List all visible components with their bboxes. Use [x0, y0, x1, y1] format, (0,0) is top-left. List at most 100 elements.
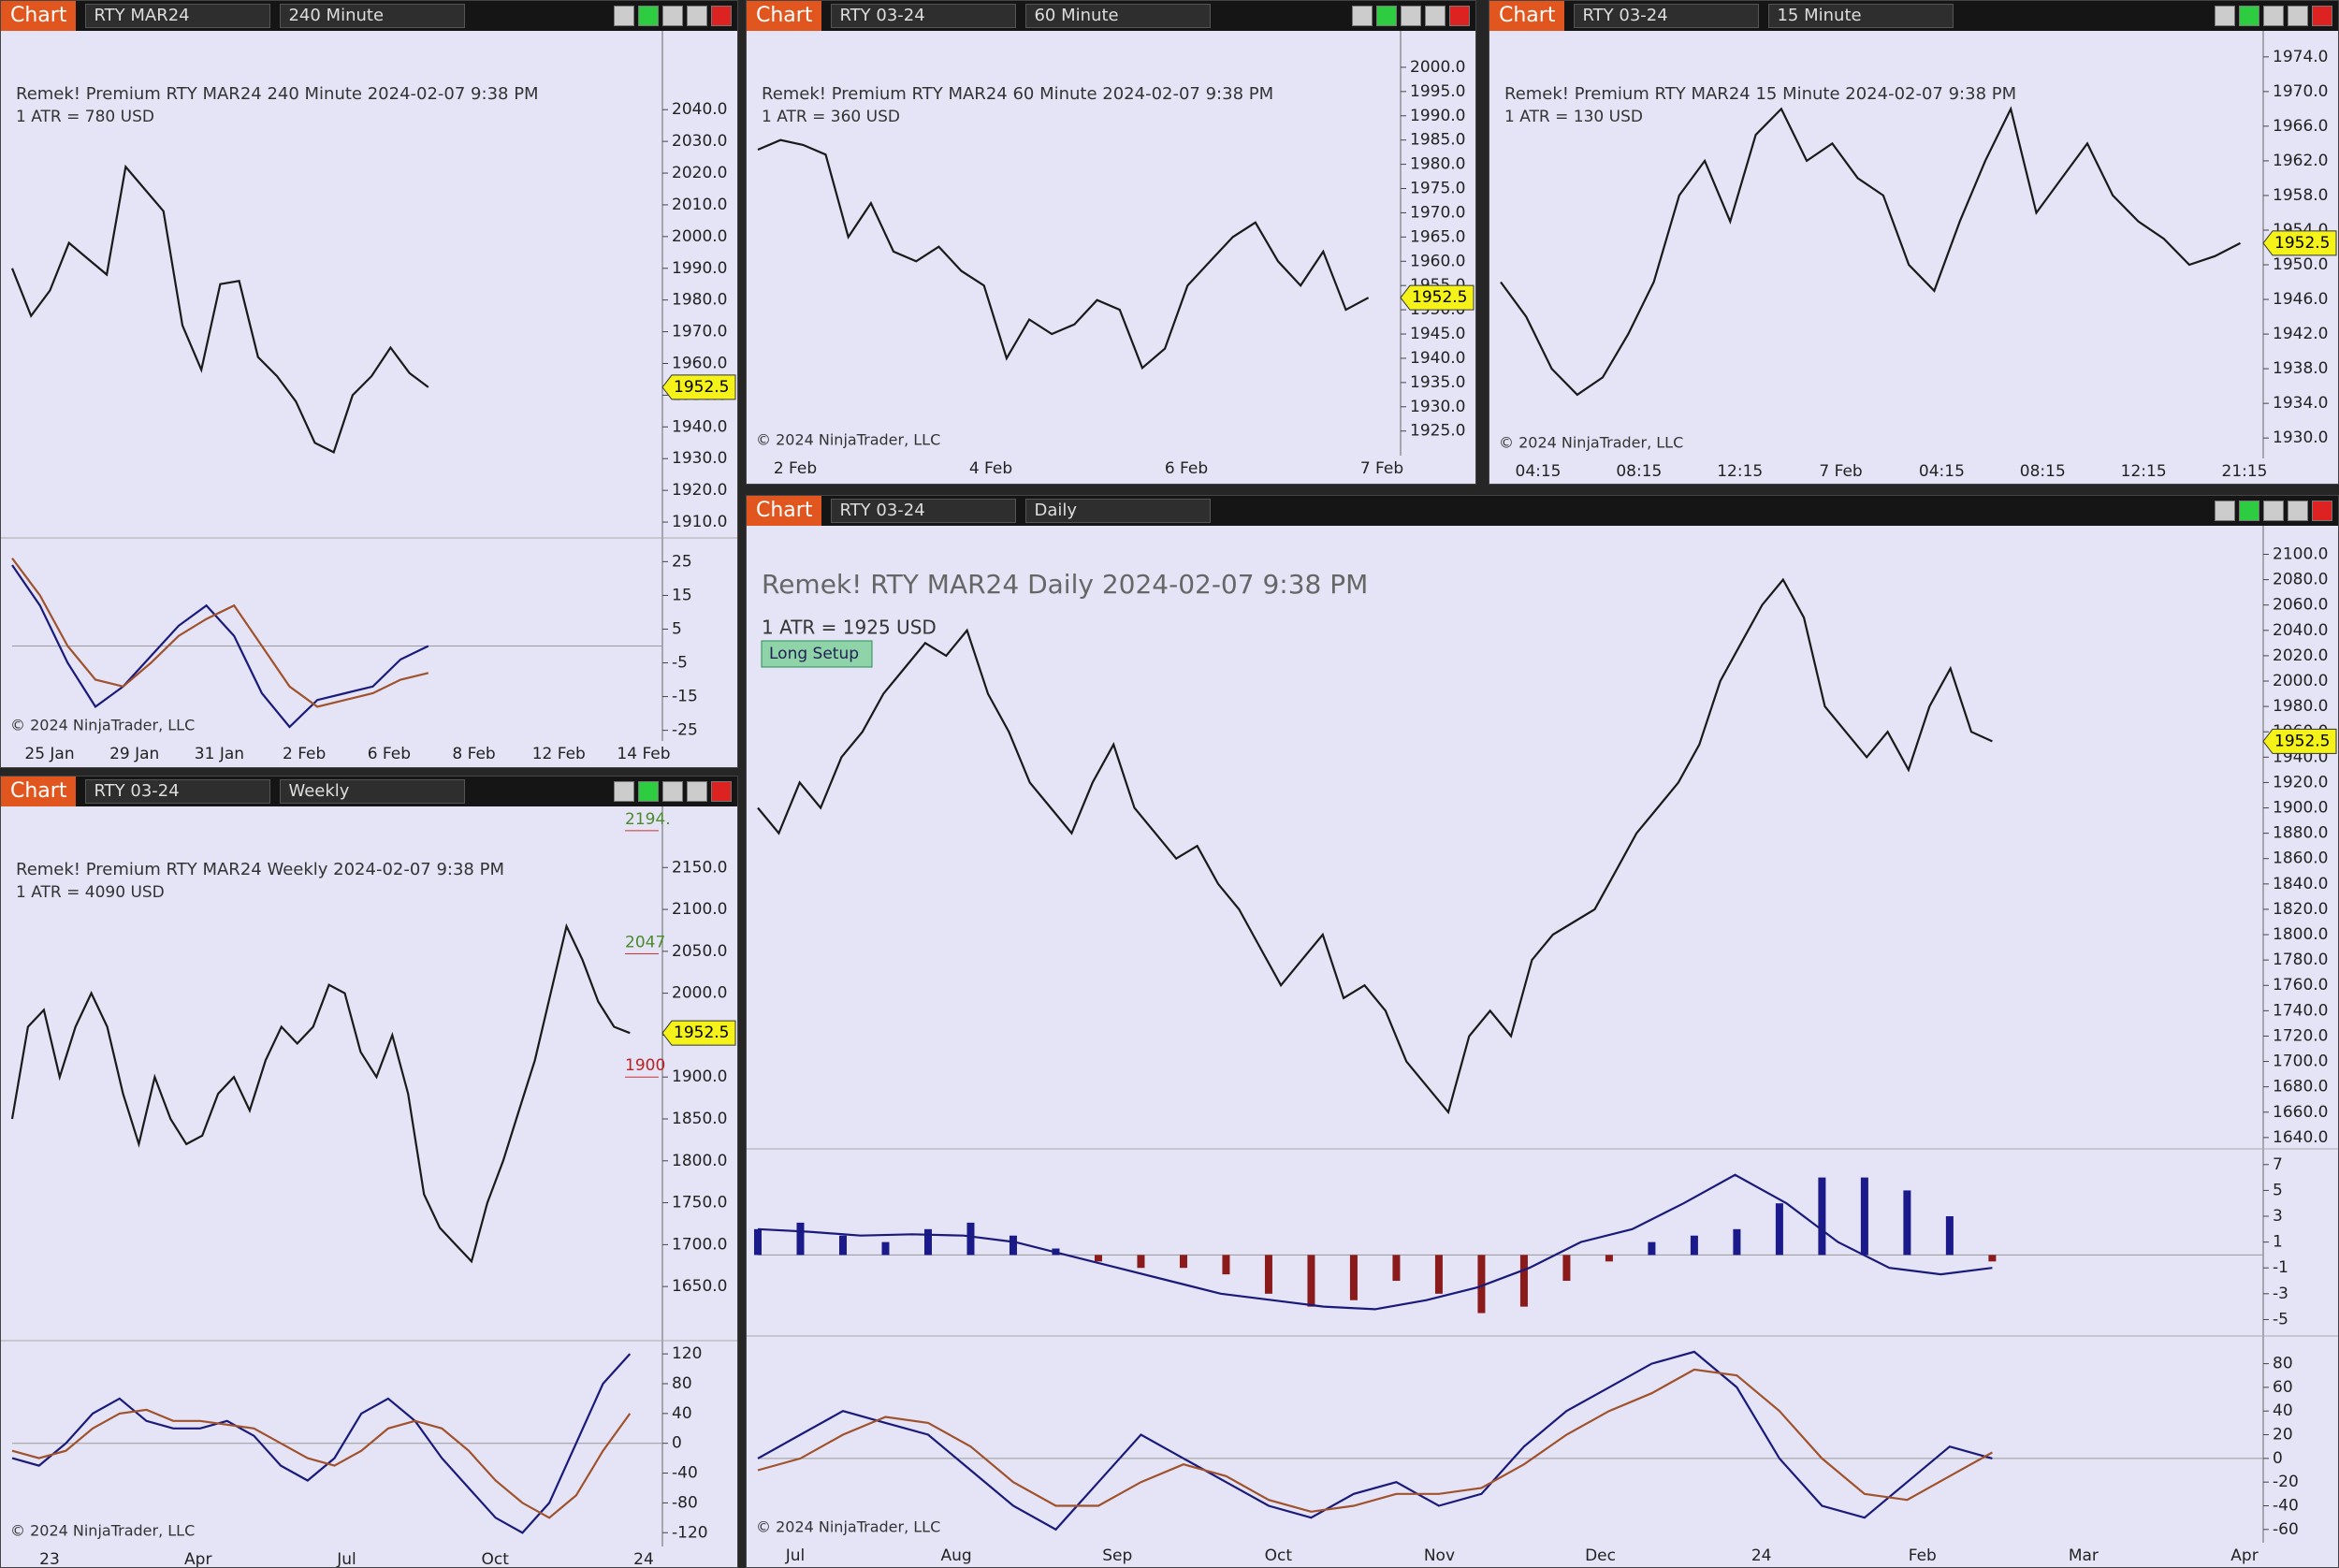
- x-tick-label: 7 Feb: [1819, 462, 1862, 481]
- histogram-bar: [881, 1241, 890, 1256]
- y-tick-label: -120: [672, 1523, 708, 1542]
- window-button[interactable]: [1425, 6, 1446, 26]
- toolbar: Chart RTY 03-24 Daily: [747, 496, 2338, 526]
- dropdown[interactable]: Weekly: [280, 779, 466, 804]
- plot-area: [1489, 31, 2338, 484]
- annotation-label: 2194.: [625, 810, 671, 829]
- x-tick-label: Jul: [336, 1550, 356, 1568]
- y-tick-label: 1945.0: [1410, 325, 1465, 343]
- chart-label: Chart: [747, 1, 822, 31]
- y-tick-label: 15: [672, 586, 692, 604]
- histogram-bar: [1605, 1255, 1613, 1262]
- dropdown[interactable]: 60 Minute: [1025, 4, 1212, 28]
- chart-title: Remek! Premium RTY MAR24 Weekly 2024-02-…: [16, 860, 504, 879]
- window-button[interactable]: [614, 781, 634, 802]
- window-button[interactable]: [1449, 6, 1470, 26]
- y-tick-label: 1700.0: [2273, 1053, 2328, 1071]
- chart-window: Chart RTY 03-24 60 Minute 1925.0 1930.0 1935.…: [746, 0, 1476, 485]
- x-tick-label: Jul: [785, 1546, 806, 1565]
- x-tick-label: 31 Jan: [195, 745, 244, 763]
- plot-area: [747, 526, 2338, 1567]
- y-tick-label: 1925.0: [1410, 422, 1465, 441]
- window-button[interactable]: [711, 781, 732, 802]
- dropdown[interactable]: 15 Minute: [1768, 4, 1954, 28]
- window-button[interactable]: [2215, 501, 2235, 521]
- dropdown[interactable]: RTY 03-24: [831, 499, 1017, 523]
- y-tick-label: 3: [2273, 1207, 2283, 1226]
- y-tick-label: -40: [672, 1464, 698, 1483]
- histogram-bar: [838, 1235, 847, 1256]
- y-tick-label: 1910.0: [672, 513, 727, 531]
- chart: 1930.01934.01938.01942.01946.01950.01954…: [1489, 31, 2338, 484]
- dropdown[interactable]: RTY 03-24: [831, 4, 1017, 28]
- window-button[interactable]: [638, 781, 659, 802]
- y-tick-label: 2040.0: [2273, 621, 2328, 640]
- window-button[interactable]: [711, 6, 732, 26]
- window-button[interactable]: [638, 6, 659, 26]
- window-button[interactable]: [687, 6, 707, 26]
- copyright: © 2024 NinjaTrader, LLC: [10, 717, 195, 734]
- y-tick-label: 1995.0: [1410, 82, 1465, 101]
- x-tick-label: 8 Feb: [452, 745, 495, 763]
- y-tick-label: 1920.0: [2273, 773, 2328, 791]
- window-button[interactable]: [2263, 6, 2284, 26]
- y-tick-label: 25: [672, 552, 692, 571]
- window-button[interactable]: [2288, 6, 2308, 26]
- x-tick-label: 24: [1751, 1546, 1772, 1565]
- y-tick-label: 1650.0: [672, 1277, 727, 1296]
- last-price-label: 1952.5: [674, 1024, 729, 1042]
- window-buttons: [1352, 6, 1475, 26]
- y-tick-label: 2020.0: [2273, 646, 2328, 665]
- y-tick-label: -1: [2273, 1258, 2288, 1277]
- plot-area: [1, 806, 737, 1567]
- histogram-bar: [1137, 1255, 1145, 1269]
- x-tick-label: Feb: [1909, 1546, 1937, 1565]
- window-buttons: [614, 781, 737, 802]
- window-button[interactable]: [1376, 6, 1397, 26]
- y-tick-label: 1946.0: [2273, 290, 2328, 309]
- window-button[interactable]: [2312, 501, 2332, 521]
- y-tick-label: 40: [2273, 1401, 2293, 1420]
- y-tick-label: 1962.0: [2273, 152, 2328, 170]
- dropdown[interactable]: RTY 03-24: [1574, 4, 1760, 28]
- y-tick-label: 2100.0: [2273, 544, 2328, 563]
- chart-window: Chart RTY 03-24 15 Minute 1930.0 1934.0 1938.…: [1489, 0, 2339, 485]
- histogram-bar: [1392, 1255, 1401, 1282]
- window-button[interactable]: [662, 6, 683, 26]
- y-tick-label: 60: [2273, 1378, 2293, 1397]
- toolbar: Chart RTY 03-24 Weekly: [1, 777, 737, 806]
- y-tick-label: 5: [672, 619, 682, 638]
- chart-label: Chart: [747, 496, 822, 526]
- dropdown[interactable]: 240 Minute: [280, 4, 466, 28]
- window-button[interactable]: [687, 781, 707, 802]
- y-tick-label: 1750.0: [672, 1194, 727, 1212]
- window-button[interactable]: [2263, 501, 2284, 521]
- y-tick-label: 1970.0: [672, 323, 727, 341]
- y-tick-label: 2080.0: [2273, 571, 2328, 589]
- y-tick-label: 1935.0: [1410, 373, 1465, 392]
- dropdown[interactable]: Daily: [1025, 499, 1212, 523]
- window-button[interactable]: [2288, 501, 2308, 521]
- chart-title: Remek! RTY MAR24 Daily 2024-02-07 9:38 P…: [762, 569, 1368, 600]
- histogram-bar: [1860, 1177, 1868, 1256]
- y-tick-label: -40: [2273, 1496, 2299, 1515]
- y-tick-label: 1640.0: [2273, 1128, 2328, 1147]
- window-button[interactable]: [662, 781, 683, 802]
- histogram-bar: [1477, 1255, 1486, 1314]
- chart-window: Chart RTY MAR24 240 Minute 1910.0 1920.0 1930…: [0, 0, 738, 768]
- window-button[interactable]: [2239, 6, 2259, 26]
- dropdown[interactable]: RTY 03-24: [85, 779, 271, 804]
- histogram-bar: [1009, 1235, 1017, 1256]
- y-tick-label: 80: [2273, 1355, 2293, 1373]
- histogram-bar: [1733, 1228, 1741, 1256]
- window-button[interactable]: [1401, 6, 1421, 26]
- window-button[interactable]: [614, 6, 634, 26]
- window-button[interactable]: [1352, 6, 1373, 26]
- window-button[interactable]: [2239, 501, 2259, 521]
- window-button[interactable]: [2312, 6, 2332, 26]
- y-tick-label: 2000.0: [2273, 672, 2328, 690]
- oscillator-line: [11, 1353, 632, 1534]
- dropdown[interactable]: RTY MAR24: [85, 4, 271, 28]
- window-button[interactable]: [2215, 6, 2235, 26]
- y-tick-label: 1800.0: [672, 1152, 727, 1170]
